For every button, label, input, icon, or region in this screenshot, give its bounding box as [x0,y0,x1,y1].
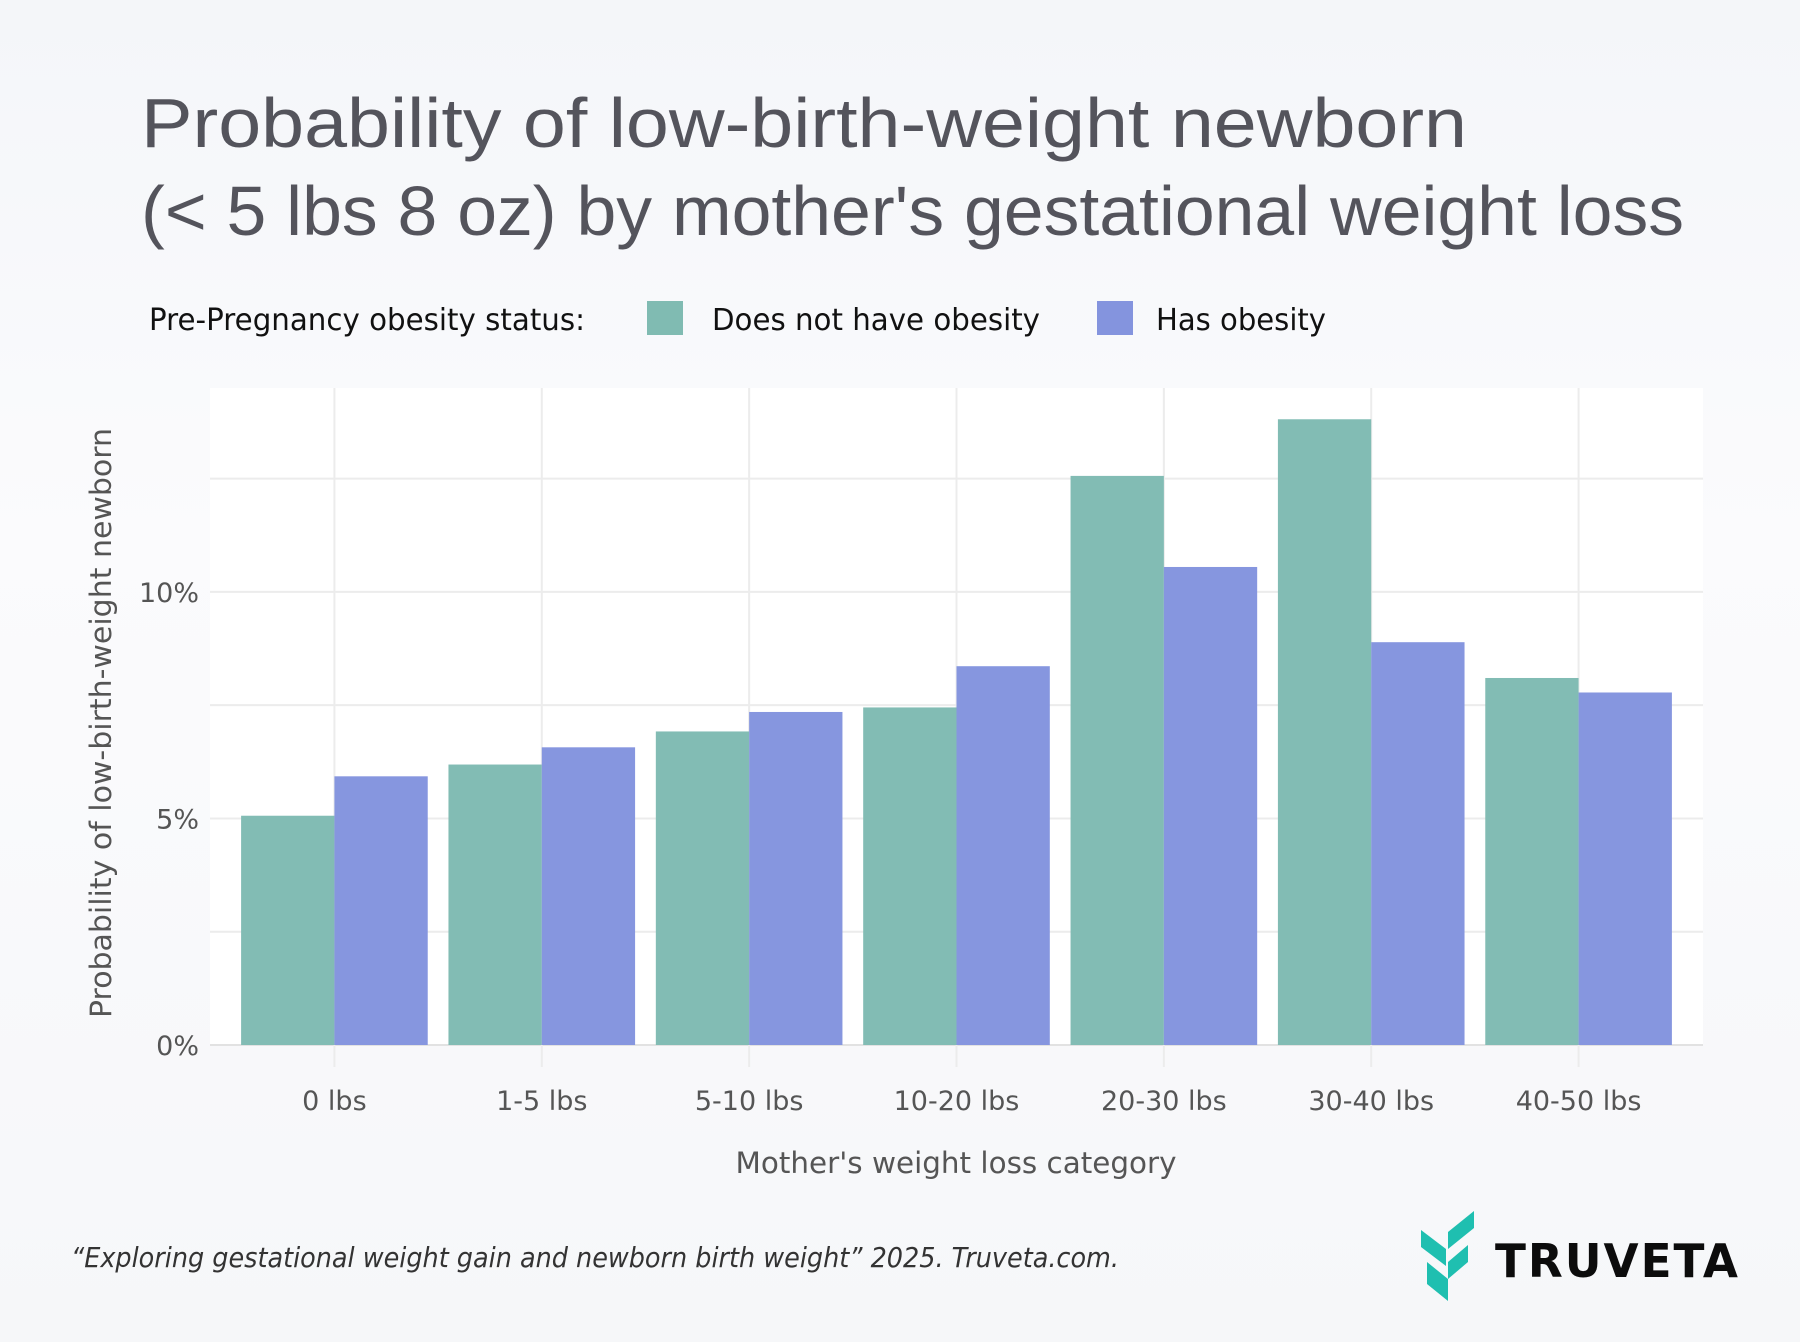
bar-no-obesity-2[interactable] [655,731,750,1045]
x-tick-label: 40-50 lbs [1516,1086,1642,1117]
bar-obesity-6[interactable] [1578,692,1672,1045]
y-tick-label: 10% [139,578,199,609]
y-axis-ticks: 0% 5% 10% [139,578,199,1062]
bar-obesity-0[interactable] [334,776,428,1045]
bars [241,419,1672,1045]
truveta-logo: TRUVETA [1421,1211,1740,1301]
truveta-logo-text: TRUVETA [1495,1234,1740,1288]
x-axis-title: Mother's weight loss category [736,1146,1177,1180]
x-tick-label: 5-10 lbs [695,1086,804,1117]
bar-obesity-5[interactable] [1371,642,1465,1045]
citation: “Exploring gestational weight gain and n… [71,1241,1119,1274]
x-tick-label: 0 lbs [302,1086,366,1117]
legend: Pre-Pregnancy obesity status: Does not h… [149,301,1326,338]
chart-title-line-2: (< 5 lbs 8 oz) by mother's gestational w… [141,172,1684,250]
x-tick-label: 10-20 lbs [894,1086,1020,1117]
bar-obesity-4[interactable] [1163,566,1258,1045]
y-tick-label: 0% [156,1031,199,1062]
legend-label-no-obesity[interactable]: Does not have obesity [712,303,1040,338]
legend-title: Pre-Pregnancy obesity status: [149,303,585,338]
bar-no-obesity-5[interactable] [1277,419,1372,1045]
legend-swatch-obesity [1097,301,1133,335]
legend-label-obesity[interactable]: Has obesity [1156,303,1326,338]
chart-title-line-1: Probability of low-birth-weight newborn [141,84,1467,162]
bar-no-obesity-1[interactable] [448,764,542,1045]
bar-no-obesity-3[interactable] [863,707,957,1045]
bar-no-obesity-4[interactable] [1070,475,1164,1045]
bar-obesity-1[interactable] [541,747,636,1045]
x-tick-label: 1-5 lbs [496,1086,587,1117]
legend-swatch-no-obesity [647,301,683,335]
bar-no-obesity-6[interactable] [1485,677,1579,1045]
bar-obesity-2[interactable] [749,711,843,1045]
bar-obesity-3[interactable] [956,666,1050,1045]
x-axis-ticks: 0 lbs 1-5 lbs 5-10 lbs 10-20 lbs 20-30 lbs 30… [302,1086,1641,1117]
bar-no-obesity-0[interactable] [241,815,335,1045]
x-tick-label: 20-30 lbs [1101,1086,1227,1117]
truveta-logo-mark-icon [1421,1211,1474,1301]
y-axis-title: Probability of low-birth-weight newborn [84,428,118,1018]
y-tick-label: 5% [156,804,199,835]
x-tick-label: 30-40 lbs [1308,1086,1434,1117]
